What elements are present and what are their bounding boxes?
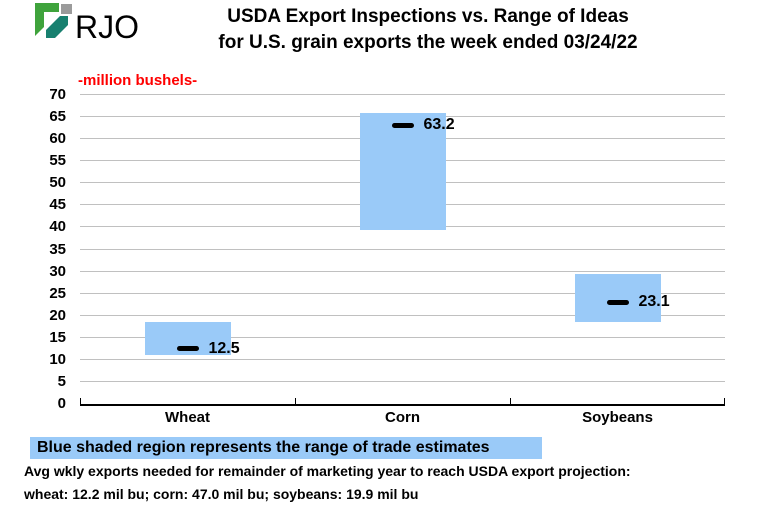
- logo-gray-square: [61, 4, 72, 14]
- y-axis-label-15: 15: [49, 328, 66, 346]
- logo-teal-arrow: [46, 16, 68, 38]
- y-axis-label-35: 35: [49, 240, 66, 258]
- rjo-logo-text: RJO: [75, 9, 139, 45]
- x-axis-tick: [80, 398, 81, 404]
- y-axis-label-60: 60: [49, 130, 66, 148]
- y-axis-label-45: 45: [49, 196, 66, 214]
- value-label-corn: 63.2: [423, 116, 455, 134]
- x-axis-tick: [724, 398, 725, 404]
- gridline-25: [80, 292, 725, 294]
- x-axis-tick: [295, 398, 296, 404]
- chart-title-line1: USDA Export Inspections vs. Range of Ide…: [227, 6, 629, 27]
- legend-note: Blue shaded region represents the range …: [30, 437, 542, 459]
- category-label-corn: Corn: [385, 409, 420, 426]
- gridline-30: [80, 270, 725, 272]
- x-axis-labels: Wheat Corn Soybeans: [80, 409, 725, 429]
- chart-title-line2: for U.S. grain exports the week ended 03…: [218, 32, 638, 53]
- range-bar-soybeans: [574, 273, 661, 323]
- y-axis-label-65: 65: [49, 108, 66, 126]
- category-label-soybeans: Soybeans: [582, 409, 653, 426]
- y-axis-label-40: 40: [49, 218, 66, 236]
- y-axis-label-70: 70: [49, 86, 66, 103]
- y-axis-label-25: 25: [49, 284, 66, 302]
- y-axis-label-5: 5: [57, 372, 66, 390]
- logo-green-angle: [35, 3, 59, 36]
- gridline-5: [80, 380, 725, 382]
- rjo-logo: RJO: [35, 3, 139, 45]
- plot-area: 12.5 63.2 23.1: [80, 94, 725, 406]
- footnote-line2: wheat: 12.2 mil bu; corn: 47.0 mil bu; s…: [24, 486, 419, 502]
- value-label-wheat: 12.5: [208, 339, 240, 357]
- value-label-soybeans: 23.1: [638, 293, 670, 311]
- chart-title: USDA Export Inspections vs. Range of Ide…: [95, 4, 761, 56]
- category-label-wheat: Wheat: [165, 409, 210, 426]
- y-axis-label-50: 50: [49, 174, 66, 192]
- y-axis-label-10: 10: [49, 350, 66, 368]
- y-axis-label-0: 0: [57, 395, 66, 412]
- gridline-15: [80, 336, 725, 338]
- gridline-35: [80, 248, 725, 250]
- gridline-70: [80, 94, 725, 95]
- range-bar-corn: [359, 112, 446, 230]
- x-axis-tick: [510, 398, 511, 404]
- inspection-marker-wheat: [176, 346, 199, 352]
- y-axis-label-30: 30: [49, 262, 66, 280]
- y-axis-label-20: 20: [49, 306, 66, 324]
- inspection-marker-corn: [391, 122, 414, 128]
- y-axis-unit-label: -million bushels-: [78, 72, 198, 89]
- gridline-20: [80, 314, 725, 316]
- rjo-logo-icon: [35, 3, 72, 38]
- inspection-marker-soybeans: [606, 299, 629, 305]
- footnote-line1: Avg wkly exports needed for remainder of…: [24, 463, 631, 479]
- gridline-10: [80, 358, 725, 360]
- y-axis-label-55: 55: [49, 152, 66, 170]
- y-axis-labels: 0 5 10 15 20 25 30 35 40 45 50 55 60 65 70: [0, 86, 66, 412]
